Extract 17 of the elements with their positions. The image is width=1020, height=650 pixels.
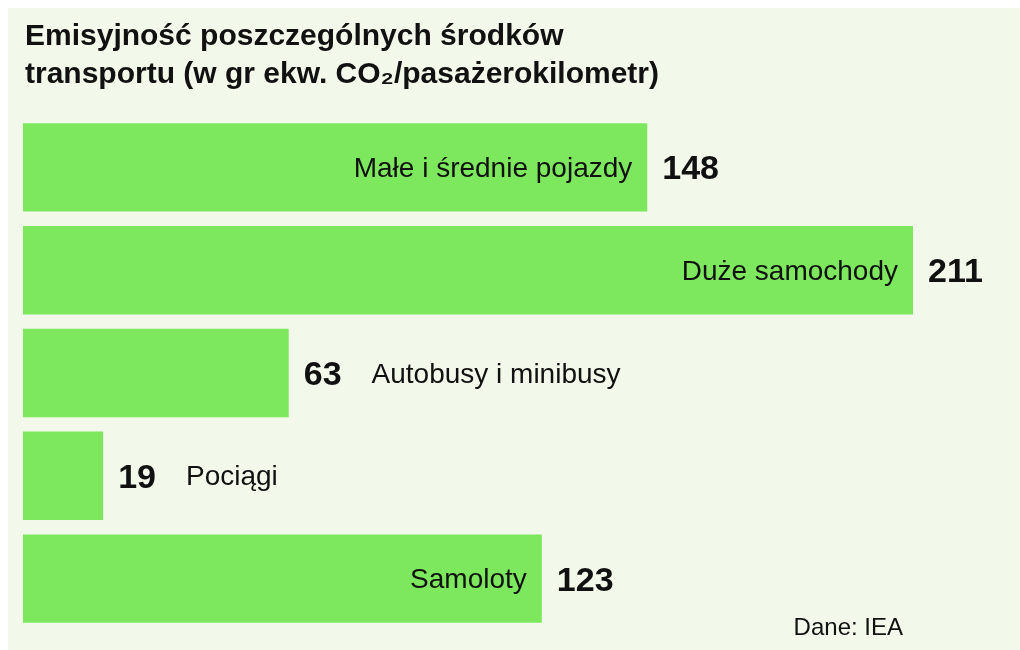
y-tick-label: Małe i średnie pojazdy: [353, 151, 633, 183]
annotation: Dane: IEA: [793, 612, 904, 640]
bar: [23, 226, 913, 315]
y-tick-label: Autobusy i minibusy: [371, 357, 621, 389]
bar: [23, 328, 289, 418]
bar: [23, 123, 648, 212]
y-tick-label: Duże samochody: [681, 254, 898, 286]
data-label: 63: [303, 354, 342, 392]
y-tick-label: Samoloty: [410, 563, 527, 595]
data-label: 148: [662, 148, 719, 187]
chart-title: Emisyjność poszczególnych środków transportu (w gr ekw. CO₂/pasażerokilometr): [25, 17, 660, 89]
data-label: 123: [556, 559, 614, 598]
bar: [23, 534, 542, 623]
data-label: 211: [927, 251, 983, 290]
data-label: 19: [118, 456, 156, 495]
y-tick-label: Pociągi: [185, 460, 278, 492]
bar: [23, 431, 104, 520]
